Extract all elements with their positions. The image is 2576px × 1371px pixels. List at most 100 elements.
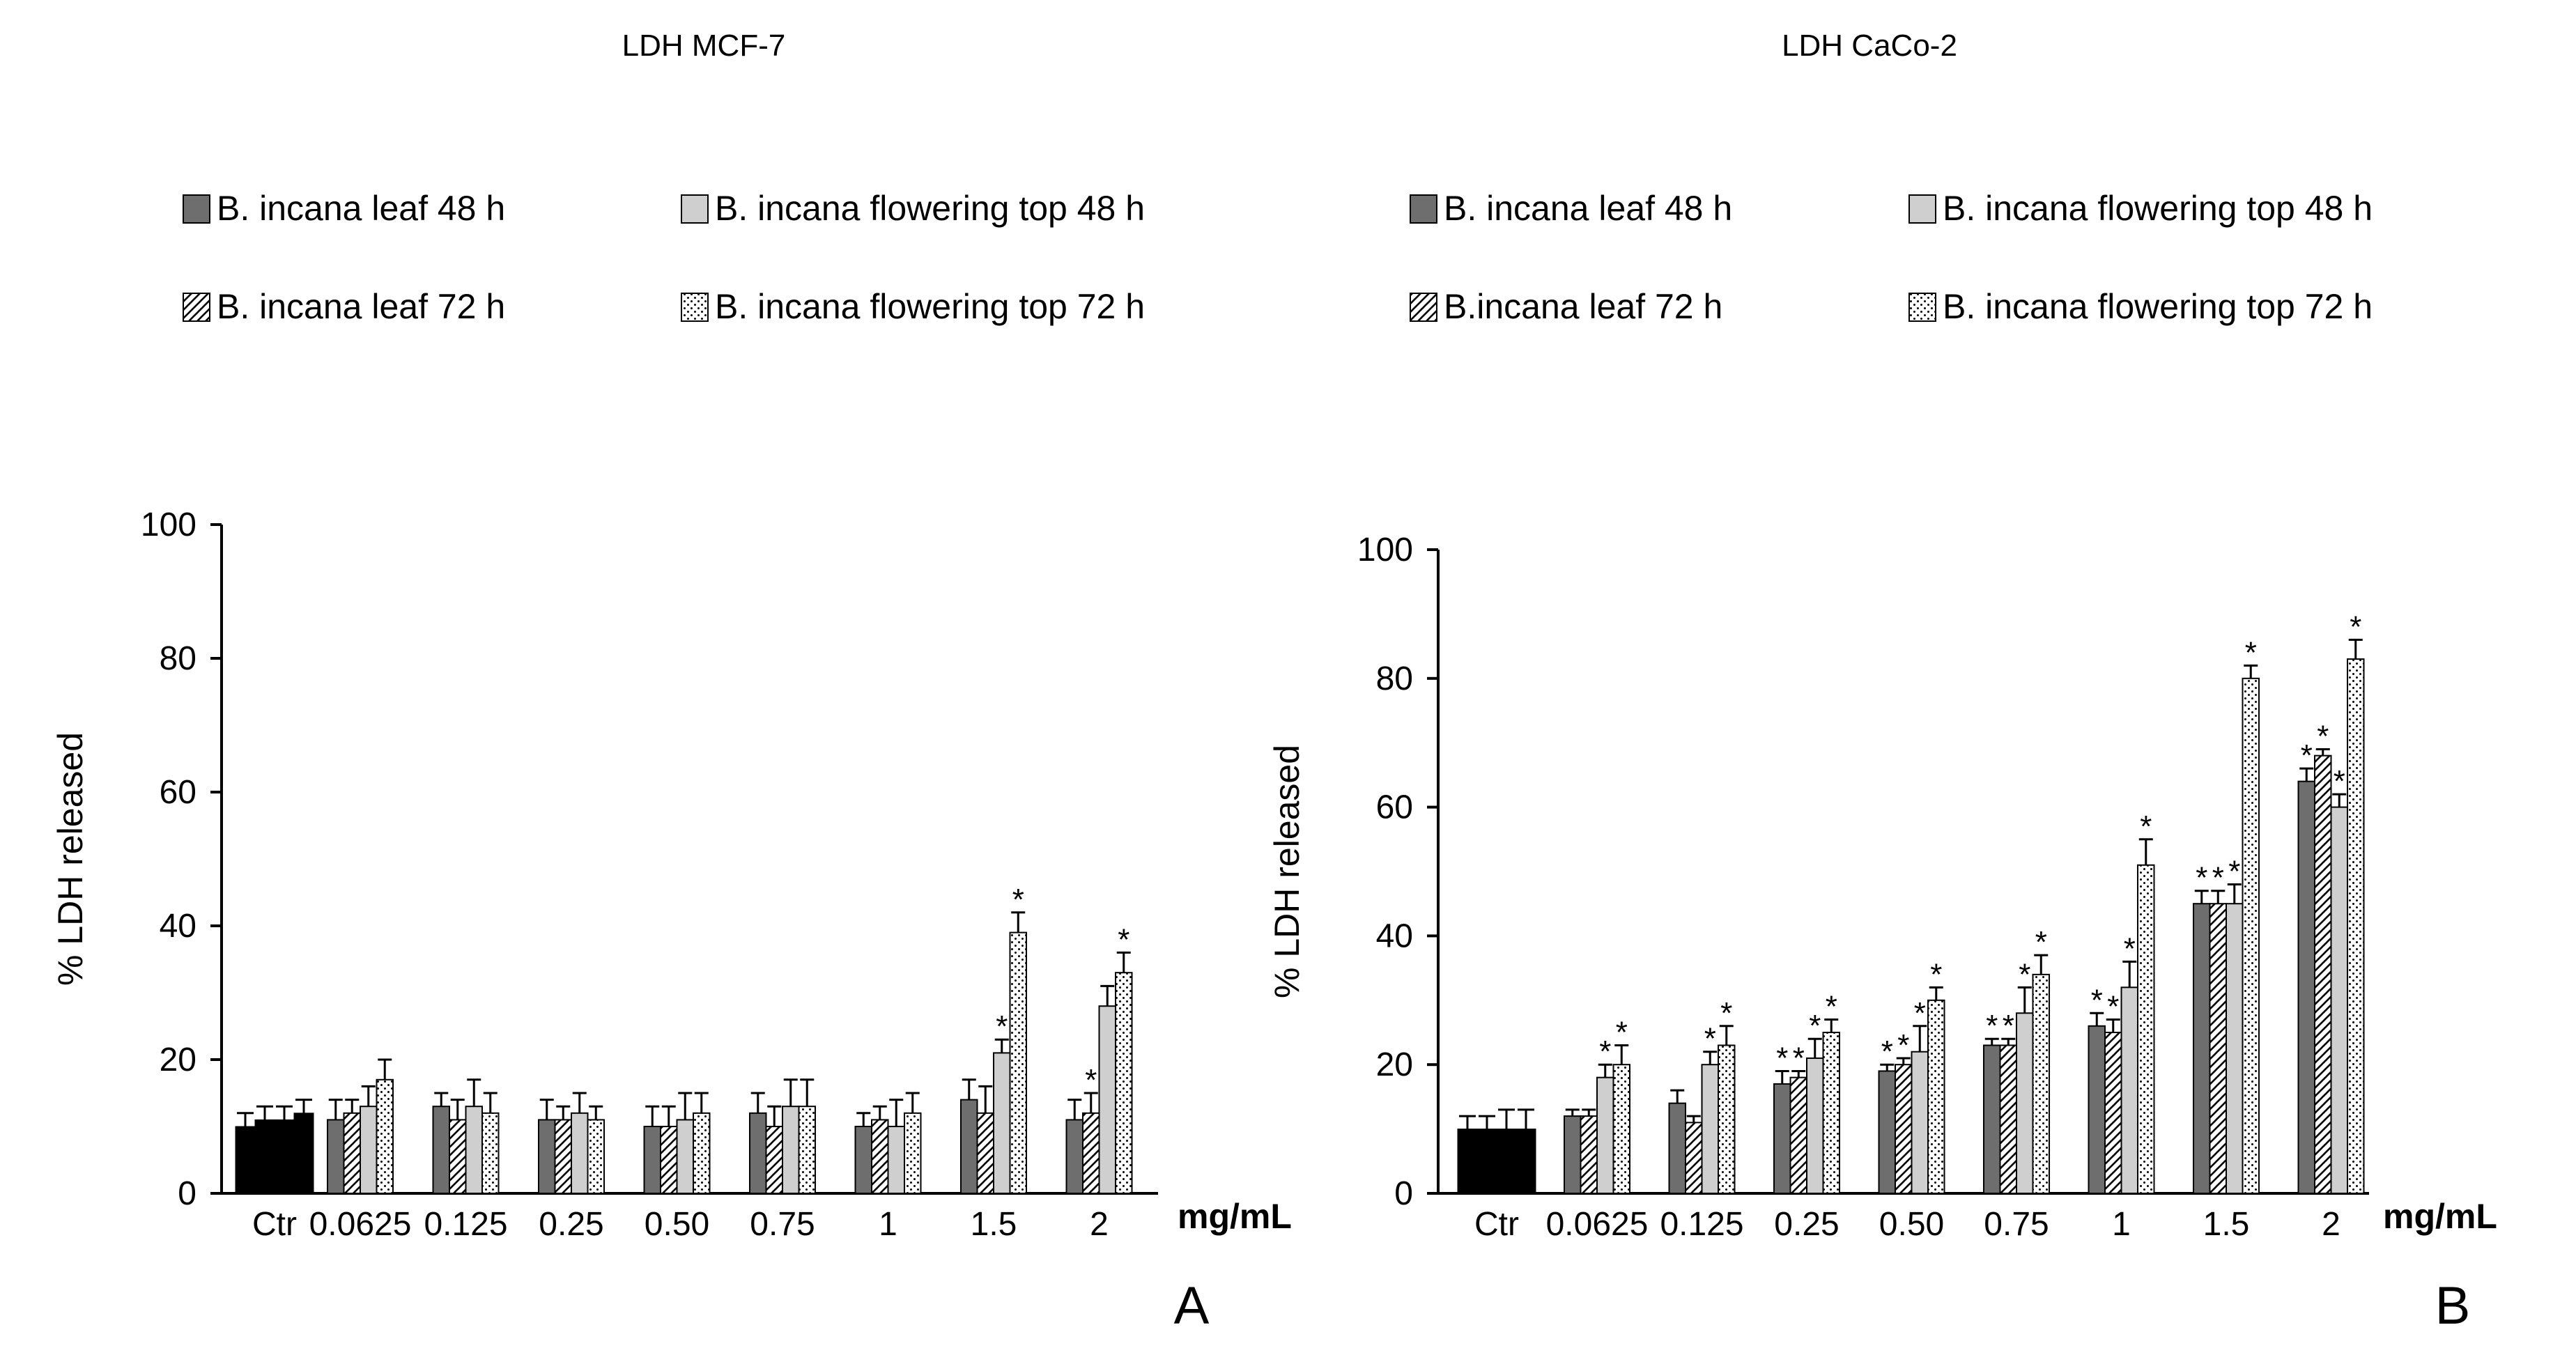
error-bar bbox=[1565, 1108, 1580, 1117]
error-bar bbox=[783, 1078, 798, 1107]
significance-mark: * bbox=[1118, 922, 1129, 956]
panel-letter: A bbox=[1174, 1276, 1210, 1335]
x-tick-label: 1 bbox=[2112, 1206, 2131, 1243]
legend-swatch bbox=[681, 194, 709, 224]
significance-mark: * bbox=[1897, 1028, 1909, 1062]
significance-mark: * bbox=[1793, 1041, 1805, 1075]
significance-mark: * bbox=[2003, 1009, 2014, 1043]
bar bbox=[432, 1106, 450, 1194]
error-bar bbox=[1670, 1089, 1685, 1103]
bar bbox=[2226, 903, 2244, 1194]
bar bbox=[960, 1099, 978, 1194]
y-tick-label: 80 bbox=[160, 640, 196, 677]
control-bar bbox=[1476, 1129, 1497, 1194]
significance-mark: * bbox=[1809, 1009, 1821, 1043]
significance-mark: * bbox=[2140, 810, 2152, 844]
error-bar bbox=[256, 1105, 273, 1120]
legend-swatch bbox=[1410, 194, 1437, 224]
significance-mark: * bbox=[1012, 883, 1024, 917]
significance-mark: * bbox=[1085, 1063, 1097, 1097]
significance-mark: * bbox=[1986, 1009, 1998, 1043]
error-bar bbox=[1929, 986, 1943, 1000]
bar bbox=[2314, 754, 2332, 1195]
error-bar bbox=[572, 1092, 587, 1113]
bar bbox=[798, 1106, 816, 1194]
x-tick-label: Ctr bbox=[1474, 1206, 1519, 1243]
error-bar bbox=[589, 1105, 603, 1120]
error-bar bbox=[1719, 1025, 1734, 1046]
bar bbox=[465, 1106, 483, 1194]
error-bar bbox=[1775, 1069, 1789, 1084]
bar bbox=[871, 1119, 889, 1195]
control-bar bbox=[235, 1126, 256, 1194]
y-tick-label: 20 bbox=[1376, 1046, 1413, 1083]
bar bbox=[1009, 931, 1027, 1194]
bar bbox=[2330, 806, 2348, 1194]
error-bar bbox=[556, 1105, 571, 1120]
chart-title: LDH MCF-7 bbox=[622, 29, 786, 63]
significance-mark: * bbox=[2196, 861, 2207, 895]
error-bar bbox=[434, 1092, 449, 1107]
significance-mark: * bbox=[2301, 738, 2313, 773]
error-bar bbox=[276, 1105, 293, 1120]
legend-swatch bbox=[183, 194, 210, 224]
bar bbox=[449, 1119, 467, 1195]
y-axis-label: % LDH released bbox=[51, 732, 90, 986]
error-bar bbox=[767, 1105, 782, 1126]
error-bar bbox=[1598, 1063, 1612, 1078]
bar bbox=[1612, 1064, 1630, 1194]
bar bbox=[2088, 1025, 2106, 1195]
error-bar bbox=[1011, 911, 1026, 933]
bar bbox=[2209, 903, 2227, 1194]
significance-mark: * bbox=[2212, 861, 2224, 895]
bar bbox=[2016, 1012, 2034, 1195]
error-bar bbox=[1100, 984, 1115, 1007]
bar bbox=[1895, 1064, 1913, 1194]
x-tick-label: Ctr bbox=[252, 1206, 297, 1243]
error-bar bbox=[1582, 1108, 1596, 1117]
bar bbox=[1718, 1044, 1736, 1194]
significance-mark: * bbox=[1616, 1015, 1628, 1049]
error-bar bbox=[1067, 1099, 1082, 1120]
legend-swatch bbox=[1410, 293, 1437, 322]
control-bar bbox=[254, 1119, 275, 1194]
y-tick-label: 40 bbox=[1376, 917, 1413, 954]
y-tick-label: 100 bbox=[141, 506, 196, 543]
bar bbox=[1596, 1076, 1614, 1195]
error-bar bbox=[1614, 1044, 1629, 1065]
bar bbox=[1668, 1102, 1686, 1195]
significance-mark: * bbox=[2107, 990, 2119, 1024]
control-bar bbox=[1515, 1129, 1536, 1194]
error-bar bbox=[450, 1099, 465, 1120]
legend-swatch bbox=[681, 293, 709, 322]
error-bar bbox=[1896, 1057, 1911, 1065]
bar bbox=[2104, 1032, 2122, 1194]
bar bbox=[587, 1119, 605, 1195]
error-bar bbox=[1703, 1051, 1718, 1065]
error-bar bbox=[2332, 793, 2347, 807]
error-bar bbox=[2299, 767, 2314, 782]
control-bar bbox=[293, 1113, 314, 1194]
error-bar bbox=[378, 1058, 392, 1080]
bar bbox=[343, 1112, 361, 1195]
panel-b: LDH CaCo-2 B. incana leaf 48 h B. incana f… bbox=[1267, 29, 2497, 1335]
x-tick-label: 0.0625 bbox=[1546, 1206, 1649, 1243]
error-bar bbox=[361, 1085, 376, 1107]
bar bbox=[660, 1126, 678, 1194]
x-tick-label: 1 bbox=[879, 1206, 897, 1243]
significance-mark: * bbox=[2124, 931, 2136, 966]
x-unit-label: mg/mL bbox=[1178, 1197, 1292, 1236]
error-bar bbox=[994, 1038, 1009, 1053]
bar bbox=[904, 1112, 922, 1195]
bar bbox=[2120, 986, 2138, 1194]
significance-mark: * bbox=[1599, 1035, 1611, 1069]
error-bar bbox=[2315, 748, 2330, 756]
x-tick-label: 1.5 bbox=[971, 1206, 1017, 1243]
legend-label: B. incana flowering top 72 h bbox=[715, 287, 1145, 326]
bar bbox=[749, 1112, 767, 1195]
error-bar bbox=[962, 1078, 976, 1100]
y-tick-label: 20 bbox=[160, 1041, 196, 1078]
y-tick-label: 100 bbox=[1357, 532, 1413, 568]
error-bar bbox=[1807, 1037, 1822, 1058]
